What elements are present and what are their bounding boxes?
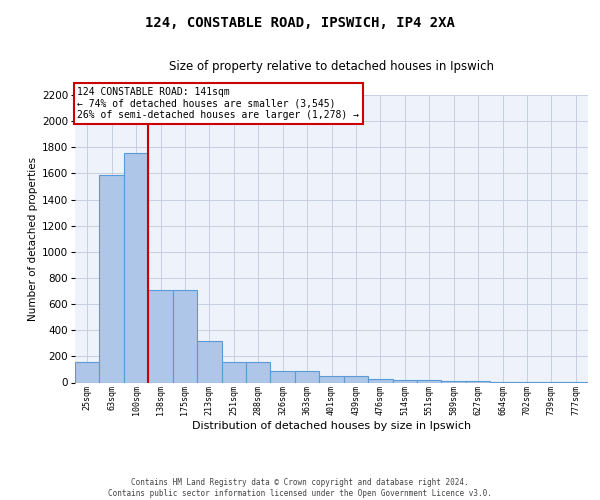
- Bar: [75, 362, 100, 382]
- Bar: [368, 379, 392, 382]
- Bar: [466, 381, 490, 382]
- Bar: [442, 380, 466, 382]
- Bar: [271, 372, 295, 382]
- Bar: [148, 290, 173, 382]
- Title: Size of property relative to detached houses in Ipswich: Size of property relative to detached ho…: [169, 60, 494, 73]
- Bar: [417, 380, 442, 382]
- Y-axis label: Number of detached properties: Number of detached properties: [28, 156, 38, 321]
- Bar: [197, 340, 221, 382]
- Bar: [295, 372, 319, 382]
- Text: 124, CONSTABLE ROAD, IPSWICH, IP4 2XA: 124, CONSTABLE ROAD, IPSWICH, IP4 2XA: [145, 16, 455, 30]
- Text: Contains HM Land Registry data © Crown copyright and database right 2024.
Contai: Contains HM Land Registry data © Crown c…: [108, 478, 492, 498]
- Bar: [173, 290, 197, 382]
- Bar: [100, 174, 124, 382]
- Text: 124 CONSTABLE ROAD: 141sqm
← 74% of detached houses are smaller (3,545)
26% of s: 124 CONSTABLE ROAD: 141sqm ← 74% of deta…: [77, 87, 359, 120]
- Bar: [344, 376, 368, 382]
- Bar: [392, 380, 417, 382]
- Bar: [319, 376, 344, 382]
- Bar: [124, 152, 148, 382]
- Bar: [221, 362, 246, 382]
- X-axis label: Distribution of detached houses by size in Ipswich: Distribution of detached houses by size …: [192, 421, 471, 431]
- Bar: [246, 362, 271, 382]
